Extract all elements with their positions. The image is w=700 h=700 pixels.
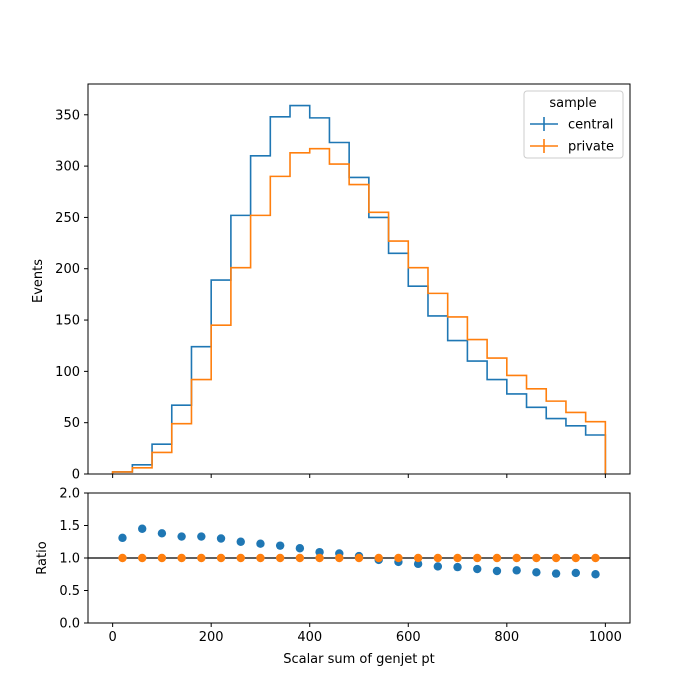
ratio-point-private: [197, 553, 206, 563]
ratio-point-central: [453, 562, 462, 572]
ratio-y-tick-label: 1.5: [59, 519, 80, 534]
main-y-tick-label: 250: [55, 211, 80, 226]
main-histogram-marks: [111, 104, 607, 474]
ratio-point-private: [275, 553, 285, 563]
main-y-tick-label: 200: [55, 262, 80, 277]
ratio-point-private: [413, 553, 423, 563]
ratio-axes: 0.0 0.5 1.0 1.5 2.0 0 200 400 600 800 1000: [59, 487, 631, 645]
main-panel: 0 50 100 150 200 250 300 350 Events sample cent…: [31, 83, 631, 483]
legend-title: sample: [549, 96, 596, 111]
main-y-tick-label: 100: [55, 365, 80, 380]
ratio-point-central: [138, 524, 147, 533]
ratio-point-private: [216, 553, 226, 563]
ratio-point-central: [591, 570, 600, 579]
legend-label-central: central: [568, 118, 613, 133]
ratio-point-central: [512, 566, 521, 575]
ratio-point-private: [492, 553, 502, 563]
legend-frame: [523, 90, 624, 159]
ratio-point-private: [433, 553, 443, 563]
legend-entries: central private: [530, 117, 614, 155]
ratio-point-central: [157, 529, 167, 538]
ratio-point-central: [295, 544, 305, 553]
ratio-y-tick-label: 1.0: [59, 552, 80, 567]
legend: sample central private: [523, 90, 624, 159]
main-y-axis-label: Events: [31, 259, 46, 303]
ratio-point-private: [315, 553, 324, 563]
ratio-point-private: [138, 553, 147, 563]
ratio-point-central: [236, 537, 245, 546]
ratio-point-private: [394, 553, 403, 563]
ratio-panel: 0.0 0.5 1.0 1.5 2.0 0 200 400 600 800 1000 Ratio S…: [35, 487, 631, 667]
ratio-point-private: [118, 553, 127, 563]
main-y-tick-label: 0: [72, 468, 80, 483]
ratio-x-tick-label: 0: [108, 630, 116, 645]
ratio-point-central: [413, 559, 423, 569]
ratio-point-central: [315, 547, 324, 557]
ratio-point-central: [216, 534, 226, 543]
main-axes: 0 50 100 150 200 250 300 350: [55, 83, 631, 483]
ratio-y-tick-label: 0.5: [59, 584, 80, 599]
main-y-tick-label: 350: [55, 108, 80, 123]
ratio-x-tick-label: 600: [396, 630, 421, 645]
x-axis-label: Scalar sum of genjet pt: [283, 652, 435, 667]
ratio-point-private: [236, 553, 245, 563]
ratio-point-central: [532, 568, 541, 577]
ratio-point-private: [157, 553, 167, 563]
ratio-point-private: [453, 553, 462, 563]
ratio-point-central: [433, 562, 443, 571]
ratio-x-tick-label: 1000: [589, 630, 622, 645]
main-y-tick-label: 150: [55, 314, 80, 329]
ratio-x-tick-label: 400: [297, 630, 322, 645]
ratio-point-private: [532, 553, 541, 563]
ratio-x-tick-label: 800: [494, 630, 519, 645]
ratio-point-private: [374, 553, 383, 563]
ratio-point-private: [473, 553, 482, 563]
ratio-point-private: [551, 553, 561, 563]
ratio-y-axis-label: Ratio: [35, 541, 50, 574]
ratio-point-central: [571, 568, 580, 578]
main-y-tick-label: 50: [63, 416, 80, 431]
ratio-point-central: [256, 539, 265, 548]
ratio-point-private: [591, 553, 600, 563]
legend-label-private: private: [568, 140, 614, 155]
ratio-point-private: [177, 553, 186, 563]
ratio-point-central: [118, 533, 127, 543]
ratio-y-tick-label: 2.0: [59, 487, 80, 502]
ratio-points: [88, 524, 630, 579]
main-plot-frame: [87, 83, 631, 475]
ratio-point-central: [473, 564, 482, 574]
ratio-x-tick-label: 200: [199, 630, 224, 645]
ratio-point-central: [177, 532, 186, 541]
ratio-y-tick-label: 0.0: [59, 617, 80, 632]
ratio-point-central: [551, 569, 561, 578]
ratio-point-private: [295, 553, 305, 563]
ratio-point-central: [492, 566, 502, 576]
ratio-point-private: [335, 553, 344, 563]
series-step-private: [111, 147, 607, 474]
main-y-tick-label: 300: [55, 160, 80, 175]
ratio-point-private: [512, 553, 521, 563]
ratio-point-private: [256, 553, 265, 563]
ratio-point-private: [571, 553, 580, 563]
ratio-point-central: [197, 532, 206, 541]
ratio-point-private: [354, 553, 364, 563]
ratio-point-central: [275, 541, 285, 550]
series-step-central: [111, 104, 607, 474]
